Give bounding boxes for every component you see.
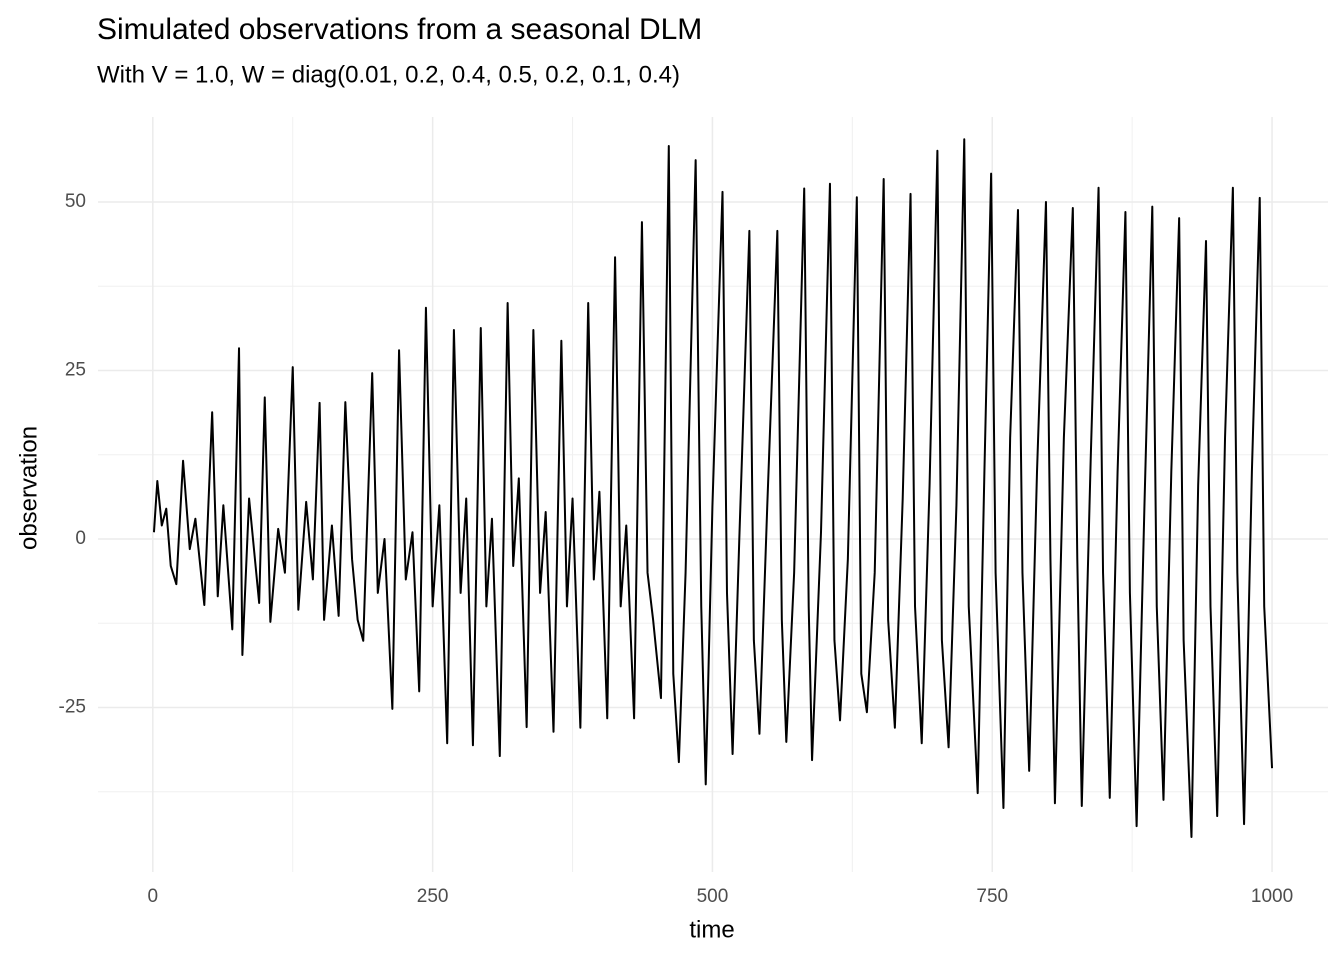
chart-title: Simulated observations from a seasonal D… <box>97 13 702 46</box>
x-tick-label: 1000 <box>1251 886 1293 907</box>
x-axis-title: time <box>689 916 734 943</box>
x-tick-label: 250 <box>417 886 449 907</box>
x-tick-label: 0 <box>148 886 159 907</box>
y-axis-title: observation <box>15 426 42 550</box>
x-tick-label: 500 <box>697 886 729 907</box>
x-tick-label: 750 <box>976 886 1008 907</box>
line <box>152 138 1274 838</box>
chart-subtitle: With V = 1.0, W = diag(0.01, 0.2, 0.4, 0… <box>97 61 680 88</box>
y-tick-label: 50 <box>65 191 86 212</box>
y-tick-label: 0 <box>75 528 86 549</box>
y-tick-label: -25 <box>59 697 86 718</box>
y-tick-label: 25 <box>65 359 86 380</box>
